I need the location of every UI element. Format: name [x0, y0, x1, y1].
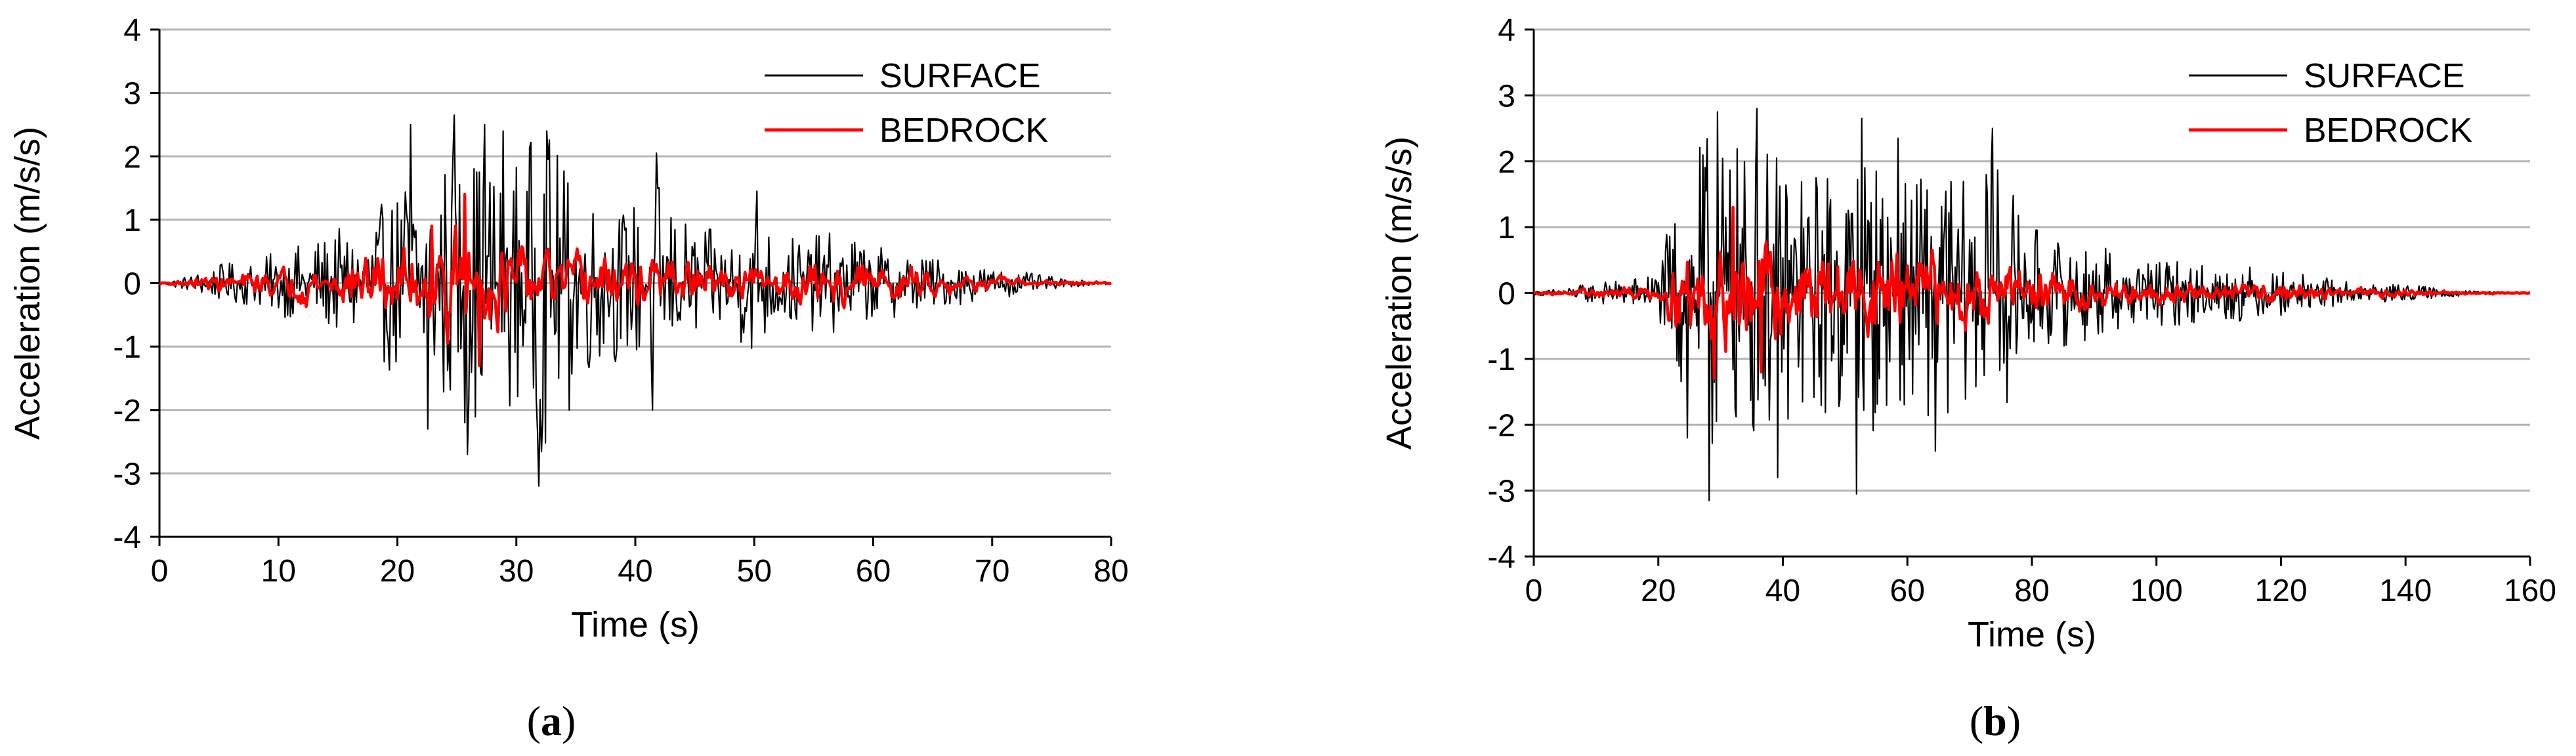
caption-open-paren: (: [527, 698, 541, 744]
x-tick-label: 10: [261, 554, 296, 589]
x-tick-label: 40: [618, 554, 652, 589]
x-tick-label: 100: [2130, 574, 2183, 608]
y-tick-label: 4: [123, 13, 141, 48]
x-tick-label: 30: [499, 554, 534, 589]
x-tick-label: 60: [856, 554, 891, 589]
x-tick-label: 20: [380, 554, 415, 589]
x-tick-label: 70: [975, 554, 1009, 589]
x-tick-label: 40: [1765, 574, 1800, 608]
y-tick-label: 1: [1498, 211, 1515, 245]
y-tick-label: -1: [113, 330, 141, 365]
y-tick-label: -2: [113, 394, 141, 429]
legend-label-surface: SURFACE: [2304, 57, 2465, 95]
series-line-surface: [1532, 108, 2531, 501]
caption-open-paren: (: [1970, 698, 1983, 744]
series-line-bedrock: [158, 192, 1112, 368]
y-tick-label: -3: [1487, 474, 1515, 509]
x-tick-label: 0: [151, 554, 169, 589]
legend-label-bedrock: BEDROCK: [2304, 112, 2472, 150]
y-tick-label: -4: [1487, 540, 1515, 575]
x-tick-label: 0: [1525, 574, 1543, 608]
y-tick-label: 4: [1498, 13, 1515, 48]
caption-letter: a: [541, 698, 562, 744]
y-tick-label: -3: [113, 457, 141, 492]
caption-close-paren: ): [2007, 698, 2021, 744]
y-tick-label: 3: [1498, 79, 1515, 114]
panel-caption: (b): [1970, 698, 2021, 744]
y-tick-label: 2: [123, 140, 141, 175]
legend-label-surface: SURFACE: [879, 57, 1041, 95]
x-axis-title: Time (s): [571, 605, 700, 644]
x-tick-label: 80: [1093, 554, 1128, 589]
y-axis-title: Acceleration (m/s/s): [1380, 136, 1419, 450]
x-tick-label: 50: [737, 554, 772, 589]
x-tick-label: 160: [2504, 574, 2556, 608]
caption-letter: b: [1983, 698, 2007, 744]
y-tick-label: 3: [123, 77, 141, 112]
y-tick-label: 0: [123, 267, 141, 302]
x-axis-title: Time (s): [1968, 615, 2096, 654]
y-tick-label: 2: [1498, 145, 1515, 180]
x-tick-label: 20: [1641, 574, 1676, 608]
y-tick-label: -4: [113, 520, 141, 555]
y-tick-label: 0: [1498, 277, 1515, 312]
y-tick-label: 1: [123, 203, 141, 238]
panel-caption: (a): [527, 698, 576, 744]
legend-label-bedrock: BEDROCK: [879, 112, 1048, 150]
series-line-bedrock: [1533, 205, 2531, 381]
y-tick-label: -2: [1487, 408, 1515, 443]
caption-close-paren: ): [562, 698, 576, 744]
x-tick-label: 120: [2254, 574, 2307, 608]
x-tick-label: 80: [2014, 574, 2049, 608]
y-axis-title: Acceleration (m/s/s): [8, 127, 47, 440]
y-tick-label: -1: [1487, 343, 1515, 377]
x-tick-label: 60: [1890, 574, 1925, 608]
x-tick-label: 140: [2379, 574, 2432, 608]
